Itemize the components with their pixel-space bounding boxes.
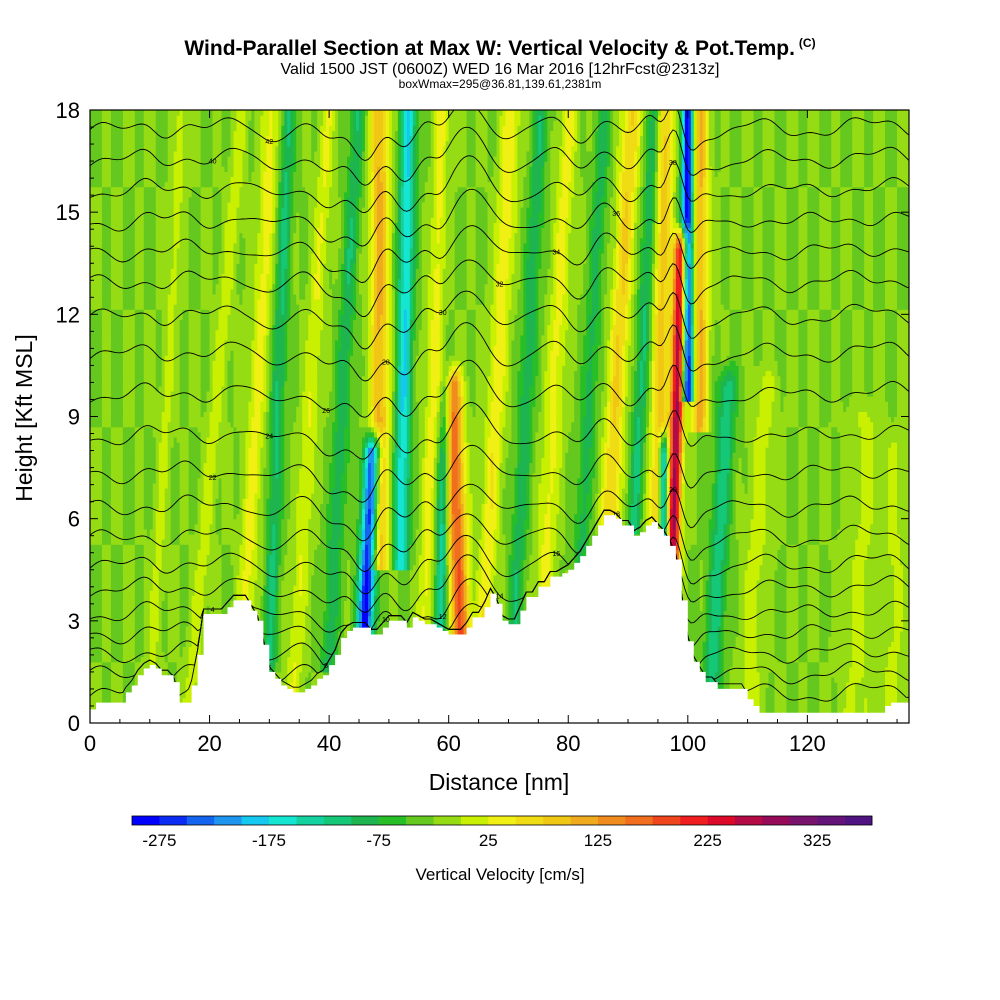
cross-section-chart: 4681012141618202224262830323436384042 02…: [0, 0, 1000, 1000]
